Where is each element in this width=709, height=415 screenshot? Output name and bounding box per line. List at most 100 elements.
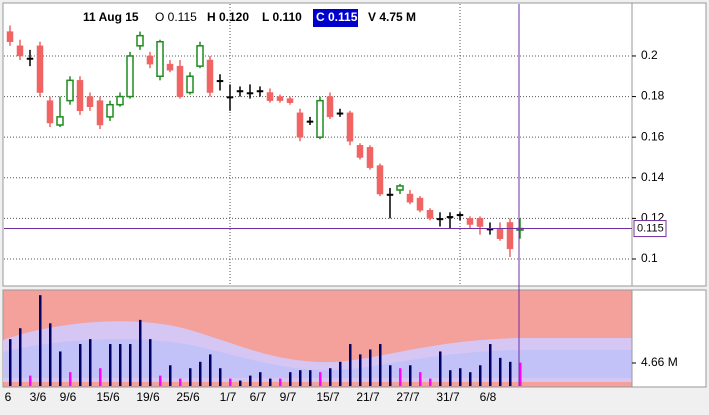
header-date: 11 Aug 15 [83, 10, 139, 24]
candle-body [316, 99, 324, 138]
candle-body [346, 112, 354, 142]
candle-body [86, 96, 94, 107]
candle-body [296, 112, 304, 138]
x-tick-label: 27/7 [396, 390, 420, 404]
x-tick-label: 9/6 [60, 390, 77, 404]
price-panel [2, 2, 633, 287]
volume-band-inner [3, 339, 632, 378]
volume-bar [199, 361, 202, 386]
volume-bar [309, 370, 312, 386]
candle-body [446, 216, 454, 219]
header-open: O 0.115 [155, 10, 197, 24]
volume-bar [119, 344, 122, 386]
price-axis-panel [631, 2, 707, 287]
volume-bar [429, 378, 432, 386]
volume-bar [519, 362, 522, 386]
volume-bar [109, 344, 112, 386]
candle-body [456, 214, 464, 217]
volume-bar [179, 378, 182, 386]
volume-bar [159, 375, 162, 386]
candle-body [216, 80, 224, 83]
volume-bar [419, 372, 422, 386]
volume-bar [259, 372, 262, 386]
volume-bar [149, 339, 152, 386]
volume-bar [319, 372, 322, 386]
candle-body [116, 95, 124, 106]
volume-bar [59, 351, 62, 386]
x-tick-label: 15/6 [96, 390, 120, 404]
candle-body [406, 193, 414, 203]
candle-body [26, 57, 34, 60]
candle-body [476, 218, 484, 227]
volume-bar [239, 380, 242, 386]
volume-bar [459, 368, 462, 386]
volume-bar [9, 339, 12, 386]
header-close-bg [313, 9, 358, 27]
volume-bar [249, 375, 252, 386]
x-tick-label: 31/7 [436, 390, 460, 404]
volume-bar [399, 368, 402, 386]
volume-bar [89, 339, 92, 386]
volume-bar [39, 295, 42, 386]
header-low: L 0.110 [262, 10, 302, 24]
x-tick-label: 3/6 [30, 390, 47, 404]
header-volume: V 4.75 M [368, 10, 416, 24]
candle-body [466, 218, 474, 225]
volume-bar [359, 354, 362, 386]
candle-body [136, 34, 144, 47]
x-tick-label: 6/7 [250, 390, 267, 404]
candle-body [326, 96, 334, 118]
volume-bar [339, 361, 342, 386]
candle-body [46, 100, 54, 124]
candle-body [196, 45, 204, 67]
candle-body [416, 197, 424, 211]
volume-bar [349, 344, 352, 386]
volume-bar [299, 370, 302, 386]
candle-body [506, 222, 514, 250]
header-high: H 0.120 [207, 10, 249, 24]
candle-body [106, 103, 114, 118]
cursor-price-label: 0.115 [637, 222, 664, 234]
candle-body [336, 112, 344, 115]
candle-body [186, 75, 194, 94]
volume-bar [269, 378, 272, 386]
candle-body [156, 41, 164, 78]
volume-bar [189, 368, 192, 386]
v-tick-label: 4.66 M [641, 355, 678, 369]
volume-bar [19, 328, 22, 386]
candle-body [356, 145, 364, 158]
candle-body [176, 65, 184, 97]
volume-bar [139, 319, 142, 386]
candle-body [146, 55, 154, 65]
volume-axis-panel [631, 289, 707, 388]
candle-body [126, 55, 134, 98]
volume-bar [279, 378, 282, 386]
x-tick-label: 19/6 [136, 390, 160, 404]
volume-bar [479, 365, 482, 386]
volume-bar [449, 370, 452, 386]
candle-body [66, 79, 74, 102]
candle-body [166, 63, 174, 71]
candle-body [36, 45, 44, 93]
volume-bar [79, 344, 82, 386]
volume-bar [489, 344, 492, 386]
volume-bar [379, 344, 382, 386]
volume-bar [29, 375, 32, 386]
x-tick-label: 1/7 [220, 390, 237, 404]
volume-bar [509, 361, 512, 386]
candle-body [396, 185, 404, 191]
volume-bar [129, 344, 132, 386]
y-tick-label: 0.1 [641, 251, 658, 265]
volume-bar [499, 357, 502, 386]
candle-body [376, 165, 384, 195]
volume-bar [329, 368, 332, 386]
candle-body [256, 90, 264, 93]
cursor-price-box [633, 220, 667, 238]
candle-body [266, 92, 274, 101]
volume-bar [469, 372, 472, 386]
volume-bar [229, 378, 232, 386]
y-tick-label: 0.2 [641, 48, 658, 62]
volume-bar [169, 365, 172, 386]
candle-body [236, 90, 244, 93]
